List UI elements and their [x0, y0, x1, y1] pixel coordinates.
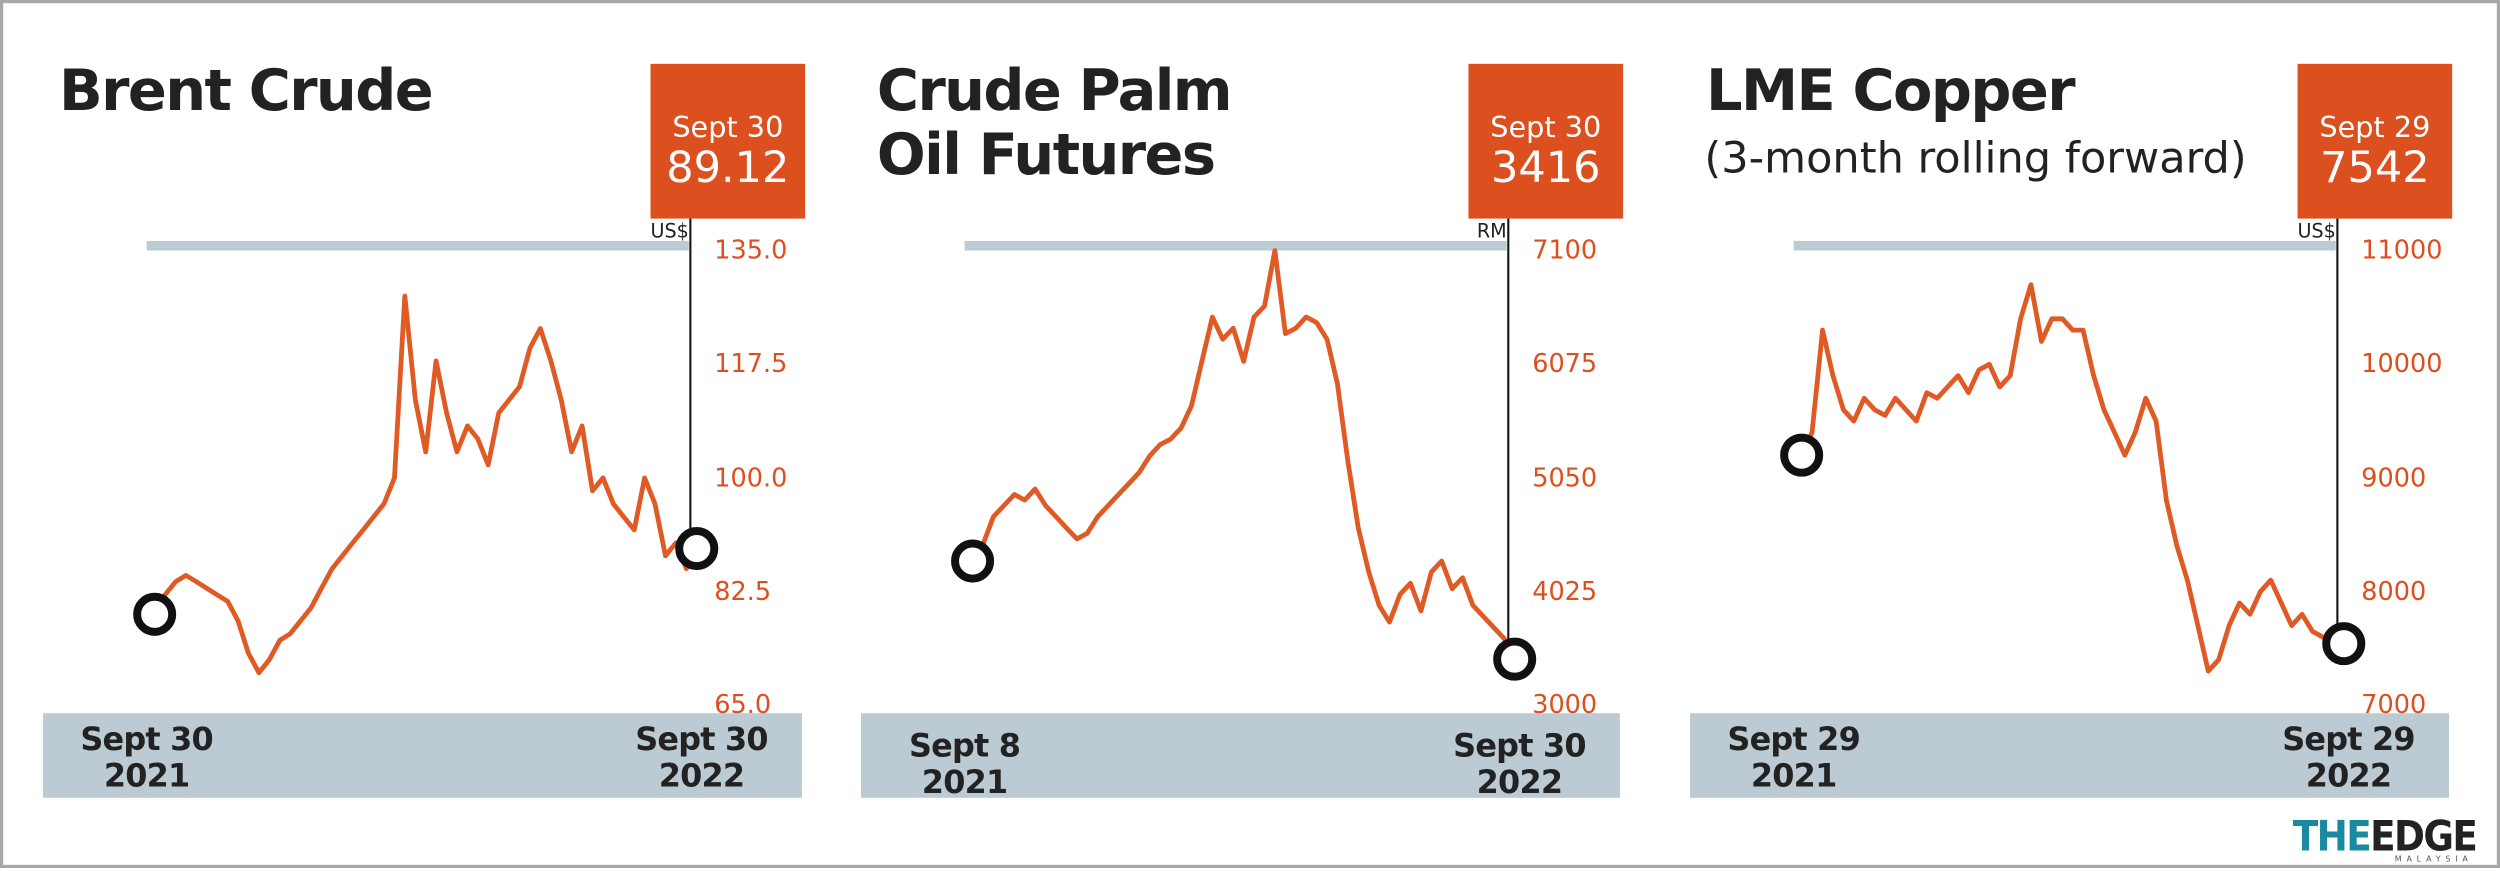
price-line — [970, 248, 1517, 661]
x-tick-label: Sept 29 2021 — [1727, 719, 1860, 795]
chart-title: LME Copper — [1706, 59, 2076, 125]
callout-box — [1468, 63, 1624, 219]
unit-label: RM — [1476, 220, 1507, 243]
start-marker — [1780, 433, 1824, 477]
callout-box — [650, 63, 806, 219]
callout-date: Sept 29 — [2319, 111, 2431, 146]
y-tick-label: 82.5 — [714, 575, 772, 606]
logo-sub: MALAYSIA — [2394, 855, 2473, 865]
logo-edge: EDGE — [2370, 813, 2478, 862]
x-tick-label: Sept 8 2021 — [909, 725, 1021, 801]
end-marker — [1493, 637, 1537, 681]
y-tick-label: 7000 — [2361, 689, 2427, 720]
y-tick-label: 65.0 — [714, 689, 772, 720]
x-tick-label: Sept 30 2022 — [635, 719, 768, 795]
callout-value: 3416 — [1490, 143, 1601, 194]
y-tick-label: 7100 — [1532, 234, 1598, 265]
top-rule — [146, 240, 689, 251]
y-tick-label: 8000 — [2361, 575, 2427, 606]
unit-label: US$ — [2297, 220, 2336, 243]
y-tick-label: 11000 — [2361, 234, 2443, 265]
y-tick-label: 135.0 — [714, 234, 788, 265]
x-tick-label: Sept 29 2022 — [2282, 719, 2415, 795]
callout-date: Sept 30 — [672, 111, 784, 146]
x-tick-label: Sept 30 2021 — [80, 719, 213, 795]
start-marker — [133, 592, 177, 636]
date-band — [43, 713, 802, 798]
unit-label: US$ — [650, 220, 689, 243]
y-tick-label: 4025 — [1532, 575, 1598, 606]
top-rule — [1793, 240, 2336, 251]
top-rule — [964, 240, 1507, 251]
y-tick-label: 10000 — [2361, 348, 2443, 379]
callout-value: 89.12 — [666, 143, 790, 194]
x-tick-label: Sept 30 2022 — [1453, 725, 1586, 801]
callout-date: Sept 30 — [1490, 111, 1602, 146]
callout-box — [2297, 63, 2453, 219]
chart-title: Crude Palm Oil Futures — [876, 59, 1233, 189]
logo-the: THE — [2292, 813, 2372, 862]
y-tick-label: 3000 — [1532, 689, 1598, 720]
y-tick-label: 117.5 — [714, 348, 788, 379]
y-tick-label: 5050 — [1532, 461, 1598, 493]
price-line — [152, 293, 699, 676]
chart-title: Brent Crude — [58, 59, 434, 125]
date-band — [860, 713, 1620, 798]
start-marker — [951, 539, 995, 583]
chart-subtitle: (3-month rolling forward) — [1704, 134, 2247, 184]
plot-layer — [43, 63, 2453, 798]
y-tick-label: 6075 — [1532, 348, 1598, 379]
end-marker — [2322, 622, 2366, 666]
price-line — [1799, 282, 2345, 674]
logo: THEEDGE — [2292, 813, 2478, 862]
date-band — [1690, 713, 2449, 798]
end-marker — [675, 527, 719, 571]
y-tick-label: 100.0 — [714, 461, 788, 493]
y-tick-label: 9000 — [2361, 461, 2427, 493]
callout-value: 7542 — [2320, 143, 2430, 194]
